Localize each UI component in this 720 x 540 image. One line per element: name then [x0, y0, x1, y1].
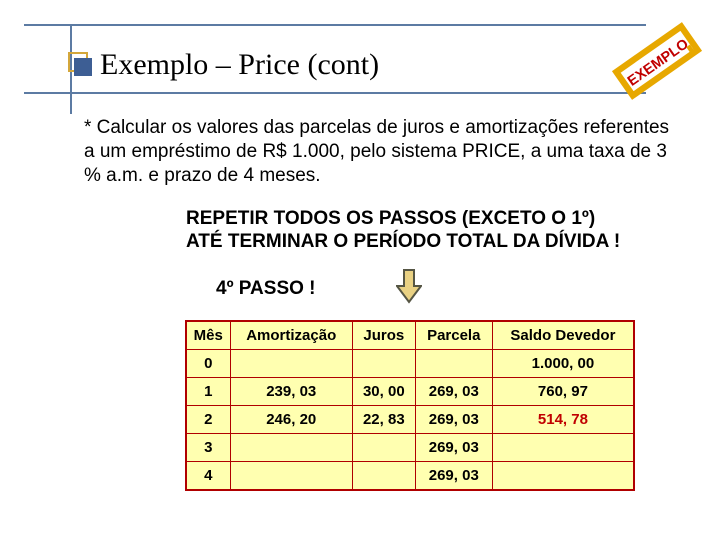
cell-mes: 4 [186, 462, 230, 491]
cell-amort [230, 434, 352, 462]
cell-juros [352, 462, 415, 491]
cell-mes: 3 [186, 434, 230, 462]
cell-saldo: 760, 97 [492, 378, 634, 406]
cell-parcela [415, 350, 492, 378]
page-title: Exemplo – Price (cont) [100, 48, 379, 82]
cell-amort: 246, 20 [230, 406, 352, 434]
cell-mes: 0 [186, 350, 230, 378]
down-arrow-icon [396, 268, 422, 304]
cell-amort [230, 350, 352, 378]
cell-mes: 1 [186, 378, 230, 406]
cell-saldo [492, 434, 634, 462]
cell-mes: 2 [186, 406, 230, 434]
repeat-instruction: REPETIR TODOS OS PASSOS (EXCETO O 1º) AT… [186, 208, 666, 254]
cell-saldo: 1.000, 00 [492, 350, 634, 378]
step-label: 4º PASSO ! [216, 278, 316, 300]
table-header-row: Mês Amortização Juros Parcela Saldo Deve… [186, 321, 634, 350]
table-row: 1239, 0330, 00269, 03760, 97 [186, 378, 634, 406]
table-row: 3 269, 03 [186, 434, 634, 462]
cell-parcela: 269, 03 [415, 462, 492, 491]
table-row: 4 269, 03 [186, 462, 634, 491]
amortization-table: Mês Amortização Juros Parcela Saldo Deve… [185, 320, 635, 491]
col-juros: Juros [352, 321, 415, 350]
cell-parcela: 269, 03 [415, 378, 492, 406]
cell-juros: 30, 00 [352, 378, 415, 406]
col-amortizacao: Amortização [230, 321, 352, 350]
col-parcela: Parcela [415, 321, 492, 350]
problem-text: * Calcular os valores das parcelas de ju… [84, 116, 674, 187]
title-bullet-fill [74, 58, 92, 76]
table-row: 0 1.000, 00 [186, 350, 634, 378]
repeat-line2: ATÉ TERMINAR O PERÍODO TOTAL DA DÍVIDA ! [186, 231, 620, 252]
ruler-top [24, 24, 646, 26]
table-row: 2246, 2022, 83269, 03514, 78 [186, 406, 634, 434]
cell-amort: 239, 03 [230, 378, 352, 406]
repeat-line1: REPETIR TODOS OS PASSOS (EXCETO O 1º) [186, 208, 595, 229]
ruler-under-title [24, 92, 646, 94]
cell-saldo [492, 462, 634, 491]
cell-juros: 22, 83 [352, 406, 415, 434]
cell-juros [352, 350, 415, 378]
cell-parcela: 269, 03 [415, 406, 492, 434]
col-mes: Mês [186, 321, 230, 350]
cell-juros [352, 434, 415, 462]
cell-amort [230, 462, 352, 491]
exemplo-stamp: EXEMPLO [612, 16, 702, 106]
cell-saldo: 514, 78 [492, 406, 634, 434]
col-saldo: Saldo Devedor [492, 321, 634, 350]
cell-parcela: 269, 03 [415, 434, 492, 462]
